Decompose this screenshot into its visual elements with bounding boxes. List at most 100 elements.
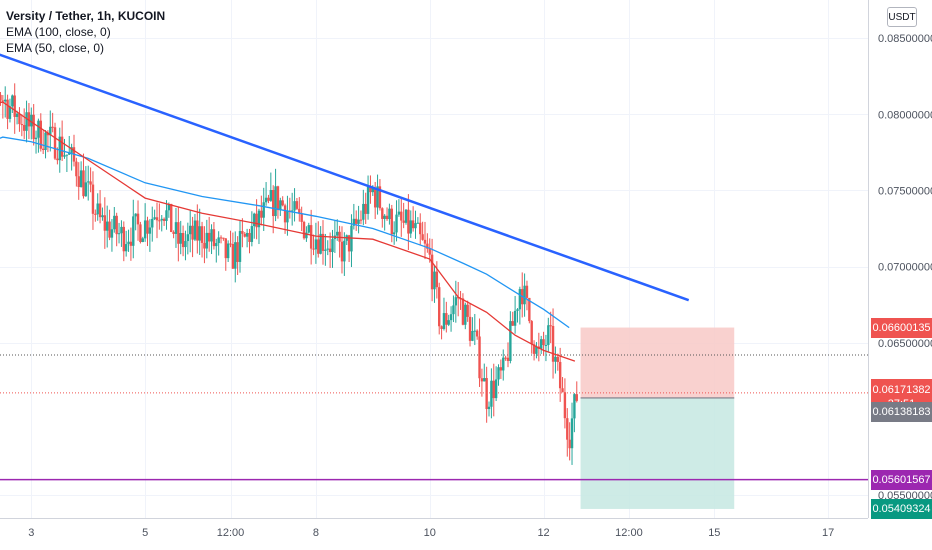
symbol-title[interactable]: Versity / Tether, 1h, KUCOIN xyxy=(6,9,166,23)
candle-body xyxy=(146,220,149,234)
candle-body xyxy=(77,176,80,188)
candle-body xyxy=(153,217,156,219)
candle-body xyxy=(366,185,370,214)
candle-body xyxy=(385,215,389,220)
candle-body xyxy=(383,215,386,219)
candle-body xyxy=(556,356,559,362)
candle-body xyxy=(6,99,9,119)
candle-body xyxy=(326,248,329,250)
candle-body xyxy=(445,313,448,325)
candle-body xyxy=(84,182,88,197)
candle-body xyxy=(181,233,185,248)
candle-body xyxy=(430,254,434,290)
ema-50-legend[interactable]: EMA (50, close, 0) xyxy=(6,41,105,55)
candle-body xyxy=(449,314,453,321)
chart-legend: Versity / Tether, 1h, KUCOIN EMA (100, c… xyxy=(6,8,165,56)
candle-body xyxy=(13,95,16,117)
candle-body xyxy=(336,231,339,236)
candle-body xyxy=(141,238,144,243)
candle-body xyxy=(222,237,225,239)
candle-body xyxy=(554,356,557,362)
candle-body xyxy=(570,418,574,449)
candle-body xyxy=(497,367,500,380)
candle-body xyxy=(340,241,344,262)
candle-body xyxy=(523,285,526,305)
candle-body xyxy=(58,136,61,161)
candle-body xyxy=(438,287,441,327)
candle-body xyxy=(504,357,507,359)
candle-body xyxy=(196,220,199,241)
candle-body xyxy=(421,234,424,240)
ema-50-line xyxy=(0,101,576,362)
candle-body xyxy=(231,244,235,269)
candle-body xyxy=(355,218,358,224)
candle-body xyxy=(177,222,180,244)
candle-body xyxy=(433,271,436,290)
candle-body xyxy=(70,147,73,153)
candle-body xyxy=(357,219,360,224)
candle-body xyxy=(400,211,403,221)
candle-body xyxy=(563,392,567,419)
candle-body xyxy=(172,231,175,234)
candle-body xyxy=(392,232,396,235)
candle-body xyxy=(395,214,398,233)
candle-body xyxy=(79,170,83,188)
candle-body xyxy=(426,243,429,249)
grid xyxy=(0,0,868,518)
candle-body xyxy=(549,325,552,327)
ema-100-legend[interactable]: EMA (100, close, 0) xyxy=(6,25,111,39)
candle-body xyxy=(186,234,190,242)
candle-body xyxy=(229,243,232,245)
candle-body xyxy=(490,380,493,407)
candle-body xyxy=(442,313,446,329)
candle-body xyxy=(179,233,182,244)
candle-body xyxy=(312,248,315,250)
candle-body xyxy=(573,394,576,419)
candle-body xyxy=(390,208,393,235)
candle-body xyxy=(369,185,372,193)
candle-body xyxy=(362,203,365,220)
time-tick-label: 10 xyxy=(424,527,436,539)
time-tick-label: 12:00 xyxy=(217,527,245,539)
candle-body xyxy=(257,210,261,228)
candle-body xyxy=(551,325,555,362)
candle-body xyxy=(502,357,505,371)
candle-body xyxy=(241,231,244,234)
candle-body xyxy=(22,124,26,131)
price-tick-label: 0.08500000 xyxy=(878,33,932,45)
candle-body xyxy=(160,218,163,221)
candle-body xyxy=(440,326,443,329)
candle-body xyxy=(307,225,310,233)
candle-body xyxy=(300,213,303,222)
currency-button[interactable]: USDT xyxy=(887,7,917,27)
candle-body xyxy=(91,184,95,214)
trend-line xyxy=(0,53,690,302)
candle-body xyxy=(535,346,538,354)
time-tick-label: 12 xyxy=(537,527,549,539)
price-tick-label: 0.07000000 xyxy=(878,262,932,274)
candle-body xyxy=(200,226,204,243)
candle-body xyxy=(480,378,484,382)
candle-body xyxy=(101,215,104,218)
candle-body xyxy=(511,321,514,326)
candle-body xyxy=(373,188,377,208)
candle-body xyxy=(558,361,562,389)
candle-body xyxy=(32,114,35,140)
ema-100-line xyxy=(0,136,570,329)
candle-body xyxy=(98,203,102,218)
candle-body xyxy=(75,161,78,177)
candle-body xyxy=(279,200,282,211)
candle-body xyxy=(452,305,455,315)
candle-body xyxy=(516,309,519,311)
candle-body xyxy=(539,339,543,349)
candle-body xyxy=(492,380,495,399)
candle-body xyxy=(352,218,356,226)
candle-body xyxy=(65,154,69,156)
candle-body xyxy=(544,344,548,346)
candle-body xyxy=(518,289,522,310)
time-tick-label: 3 xyxy=(28,527,34,539)
candle-body xyxy=(478,336,481,379)
candle-body xyxy=(416,222,420,224)
